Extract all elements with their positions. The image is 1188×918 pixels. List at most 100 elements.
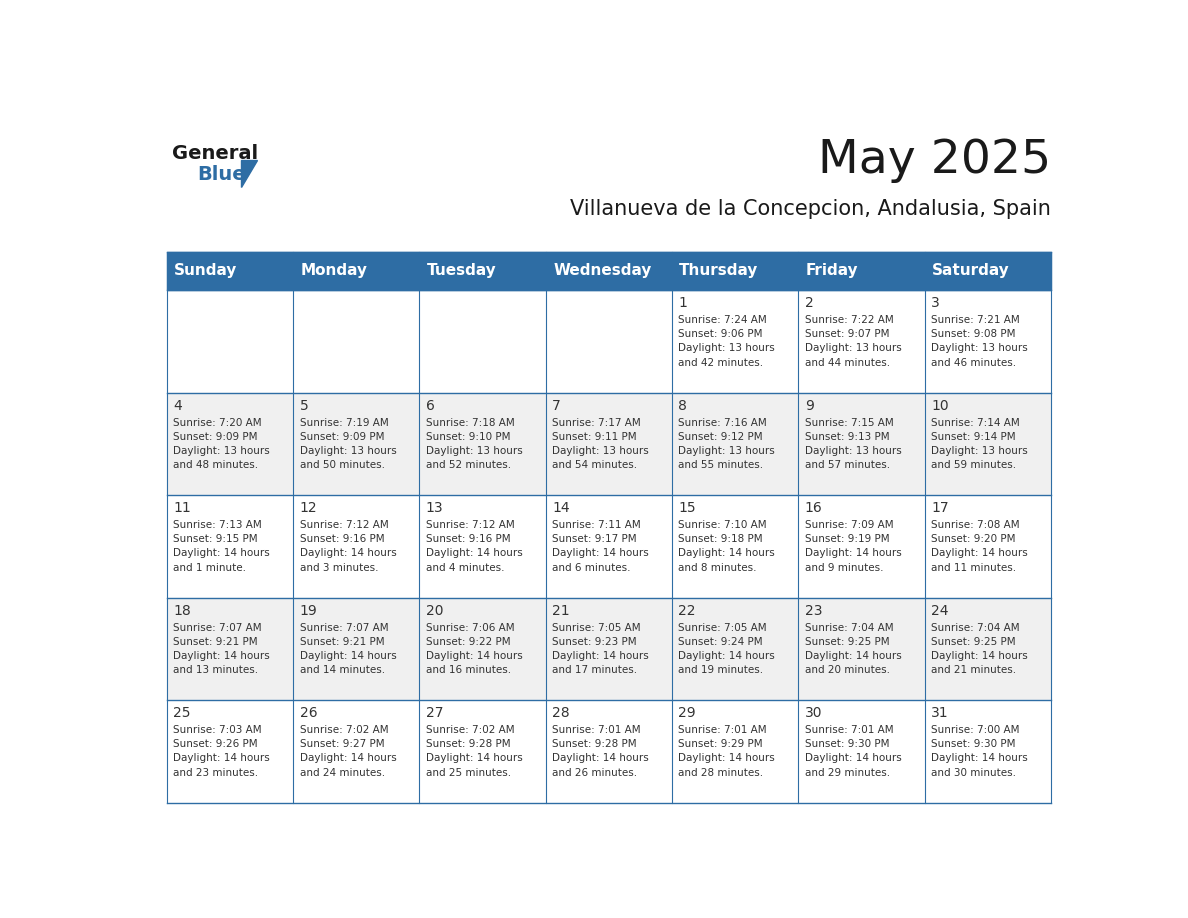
Text: Daylight: 14 hours: Daylight: 14 hours — [552, 548, 649, 558]
Text: 3: 3 — [931, 297, 940, 310]
Text: Daylight: 14 hours: Daylight: 14 hours — [425, 651, 523, 661]
Text: General: General — [171, 144, 258, 163]
Text: Daylight: 13 hours: Daylight: 13 hours — [425, 446, 523, 456]
Text: Sunrise: 7:02 AM: Sunrise: 7:02 AM — [425, 725, 514, 735]
Text: 9: 9 — [804, 398, 814, 412]
Text: and 8 minutes.: and 8 minutes. — [678, 563, 757, 573]
Text: 22: 22 — [678, 603, 696, 618]
Text: and 42 minutes.: and 42 minutes. — [678, 357, 764, 367]
Text: 25: 25 — [173, 706, 191, 720]
Text: Sunset: 9:26 PM: Sunset: 9:26 PM — [173, 739, 258, 749]
Text: Sunrise: 7:01 AM: Sunrise: 7:01 AM — [804, 725, 893, 735]
Text: Daylight: 14 hours: Daylight: 14 hours — [425, 754, 523, 764]
Text: Sunday: Sunday — [175, 263, 238, 278]
Text: Sunset: 9:28 PM: Sunset: 9:28 PM — [425, 739, 511, 749]
Text: and 48 minutes.: and 48 minutes. — [173, 460, 259, 470]
Text: Sunrise: 7:20 AM: Sunrise: 7:20 AM — [173, 418, 263, 428]
Text: Friday: Friday — [805, 263, 858, 278]
Text: and 54 minutes.: and 54 minutes. — [552, 460, 637, 470]
Text: Daylight: 13 hours: Daylight: 13 hours — [678, 343, 776, 353]
Text: Sunrise: 7:14 AM: Sunrise: 7:14 AM — [931, 418, 1019, 428]
Text: Sunrise: 7:19 AM: Sunrise: 7:19 AM — [299, 418, 388, 428]
Text: Sunset: 9:15 PM: Sunset: 9:15 PM — [173, 534, 258, 544]
Text: Sunrise: 7:10 AM: Sunrise: 7:10 AM — [678, 521, 767, 530]
Text: and 17 minutes.: and 17 minutes. — [552, 665, 637, 675]
Text: and 20 minutes.: and 20 minutes. — [804, 665, 890, 675]
Text: 6: 6 — [425, 398, 435, 412]
Text: Sunset: 9:06 PM: Sunset: 9:06 PM — [678, 330, 763, 340]
Text: Sunset: 9:25 PM: Sunset: 9:25 PM — [804, 637, 890, 647]
Text: Sunset: 9:09 PM: Sunset: 9:09 PM — [299, 431, 384, 442]
Text: Saturday: Saturday — [931, 263, 1010, 278]
Text: Sunrise: 7:18 AM: Sunrise: 7:18 AM — [425, 418, 514, 428]
Text: and 23 minutes.: and 23 minutes. — [173, 767, 259, 778]
Text: and 50 minutes.: and 50 minutes. — [299, 460, 385, 470]
Text: Wednesday: Wednesday — [554, 263, 651, 278]
Text: Sunset: 9:30 PM: Sunset: 9:30 PM — [931, 739, 1016, 749]
Text: May 2025: May 2025 — [817, 139, 1051, 184]
Text: 23: 23 — [804, 603, 822, 618]
Polygon shape — [240, 160, 257, 186]
Text: Sunset: 9:22 PM: Sunset: 9:22 PM — [425, 637, 511, 647]
Text: and 9 minutes.: and 9 minutes. — [804, 563, 883, 573]
Text: 27: 27 — [425, 706, 443, 720]
Text: Sunset: 9:28 PM: Sunset: 9:28 PM — [552, 739, 637, 749]
Text: Sunset: 9:29 PM: Sunset: 9:29 PM — [678, 739, 763, 749]
Text: 21: 21 — [552, 603, 570, 618]
Text: Daylight: 14 hours: Daylight: 14 hours — [931, 548, 1028, 558]
Text: Daylight: 14 hours: Daylight: 14 hours — [931, 651, 1028, 661]
Text: 7: 7 — [552, 398, 561, 412]
Text: Thursday: Thursday — [680, 263, 759, 278]
Bar — [166, 598, 1051, 700]
Text: Daylight: 13 hours: Daylight: 13 hours — [931, 446, 1028, 456]
Text: 2: 2 — [804, 297, 814, 310]
Text: and 52 minutes.: and 52 minutes. — [425, 460, 511, 470]
Text: and 57 minutes.: and 57 minutes. — [804, 460, 890, 470]
Text: Sunrise: 7:05 AM: Sunrise: 7:05 AM — [552, 622, 640, 633]
Text: 24: 24 — [931, 603, 948, 618]
Text: and 55 minutes.: and 55 minutes. — [678, 460, 764, 470]
Bar — [166, 496, 1051, 598]
Text: Sunset: 9:25 PM: Sunset: 9:25 PM — [931, 637, 1016, 647]
Text: Sunset: 9:14 PM: Sunset: 9:14 PM — [931, 431, 1016, 442]
Text: Sunset: 9:07 PM: Sunset: 9:07 PM — [804, 330, 889, 340]
Text: 17: 17 — [931, 501, 948, 515]
Text: Sunset: 9:24 PM: Sunset: 9:24 PM — [678, 637, 763, 647]
Text: 29: 29 — [678, 706, 696, 720]
Text: Tuesday: Tuesday — [426, 263, 497, 278]
Text: Sunset: 9:09 PM: Sunset: 9:09 PM — [173, 431, 258, 442]
Text: Sunset: 9:21 PM: Sunset: 9:21 PM — [173, 637, 258, 647]
Text: Blue: Blue — [197, 165, 246, 185]
Text: and 29 minutes.: and 29 minutes. — [804, 767, 890, 778]
Text: 16: 16 — [804, 501, 822, 515]
Text: Daylight: 13 hours: Daylight: 13 hours — [804, 343, 902, 353]
Text: Sunrise: 7:04 AM: Sunrise: 7:04 AM — [931, 622, 1019, 633]
Text: Villanueva de la Concepcion, Andalusia, Spain: Villanueva de la Concepcion, Andalusia, … — [570, 198, 1051, 218]
Text: Sunrise: 7:03 AM: Sunrise: 7:03 AM — [173, 725, 263, 735]
Text: Daylight: 14 hours: Daylight: 14 hours — [931, 754, 1028, 764]
Text: 31: 31 — [931, 706, 948, 720]
Text: Sunset: 9:13 PM: Sunset: 9:13 PM — [804, 431, 890, 442]
Text: 11: 11 — [173, 501, 191, 515]
Text: Sunrise: 7:06 AM: Sunrise: 7:06 AM — [425, 622, 514, 633]
Text: 8: 8 — [678, 398, 688, 412]
Text: and 28 minutes.: and 28 minutes. — [678, 767, 764, 778]
Text: Sunrise: 7:17 AM: Sunrise: 7:17 AM — [552, 418, 640, 428]
Bar — [166, 290, 1051, 393]
Text: Sunset: 9:12 PM: Sunset: 9:12 PM — [678, 431, 763, 442]
Text: Sunset: 9:30 PM: Sunset: 9:30 PM — [804, 739, 889, 749]
Text: Sunrise: 7:22 AM: Sunrise: 7:22 AM — [804, 315, 893, 325]
Text: and 4 minutes.: and 4 minutes. — [425, 563, 505, 573]
Text: 14: 14 — [552, 501, 570, 515]
Text: Sunset: 9:11 PM: Sunset: 9:11 PM — [552, 431, 637, 442]
Text: Daylight: 14 hours: Daylight: 14 hours — [678, 651, 776, 661]
Text: Sunrise: 7:01 AM: Sunrise: 7:01 AM — [678, 725, 767, 735]
Text: Daylight: 14 hours: Daylight: 14 hours — [804, 548, 902, 558]
Text: Daylight: 14 hours: Daylight: 14 hours — [299, 651, 397, 661]
Text: Sunrise: 7:07 AM: Sunrise: 7:07 AM — [299, 622, 388, 633]
Text: Sunset: 9:18 PM: Sunset: 9:18 PM — [678, 534, 763, 544]
Text: Daylight: 13 hours: Daylight: 13 hours — [804, 446, 902, 456]
Text: and 11 minutes.: and 11 minutes. — [931, 563, 1016, 573]
Text: Daylight: 14 hours: Daylight: 14 hours — [299, 548, 397, 558]
Bar — [166, 252, 1051, 290]
